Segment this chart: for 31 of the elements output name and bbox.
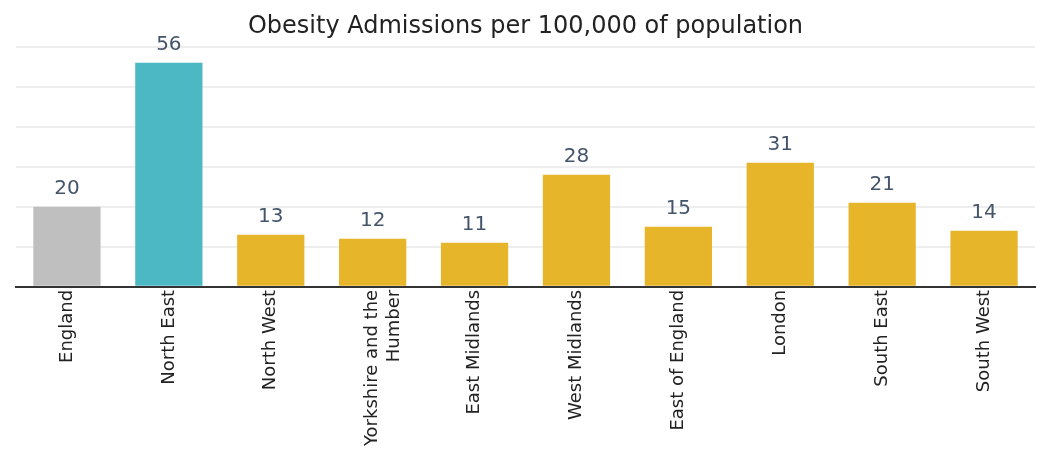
data-label: 20 [54, 175, 80, 200]
data-label: 11 [461, 211, 488, 236]
bar [33, 206, 101, 286]
x-tick-label: England [54, 289, 76, 363]
data-label: 15 [665, 195, 692, 220]
x-tick-label: North West [258, 289, 280, 391]
x-tick-label: Yorkshire and the Humber [360, 289, 403, 447]
data-label: 31 [767, 131, 793, 156]
bar [339, 238, 407, 286]
x-tick-label: West Midlands [564, 289, 586, 421]
x-tick-label: London [767, 289, 789, 356]
data-label: 13 [258, 203, 284, 228]
data-label: 14 [971, 199, 997, 224]
x-tick-label: South East [869, 289, 891, 387]
bar [950, 230, 1018, 286]
data-label: 56 [156, 31, 182, 56]
x-tick-label: East Midlands [462, 289, 484, 415]
bar [542, 174, 611, 286]
chart-title: Obesity Admissions per 100,000 of population [247, 10, 804, 39]
bar [746, 162, 814, 286]
data-label: 21 [869, 171, 895, 196]
bar [135, 62, 203, 286]
data-label: 12 [359, 207, 386, 232]
x-tick-label: South West [971, 289, 993, 393]
x-tick-label: North East [156, 289, 178, 385]
bar [440, 242, 509, 286]
bar [237, 234, 305, 286]
data-label: 28 [563, 143, 590, 168]
bar [644, 226, 712, 286]
bar [848, 202, 916, 286]
x-tick-label: East of England [666, 289, 688, 431]
